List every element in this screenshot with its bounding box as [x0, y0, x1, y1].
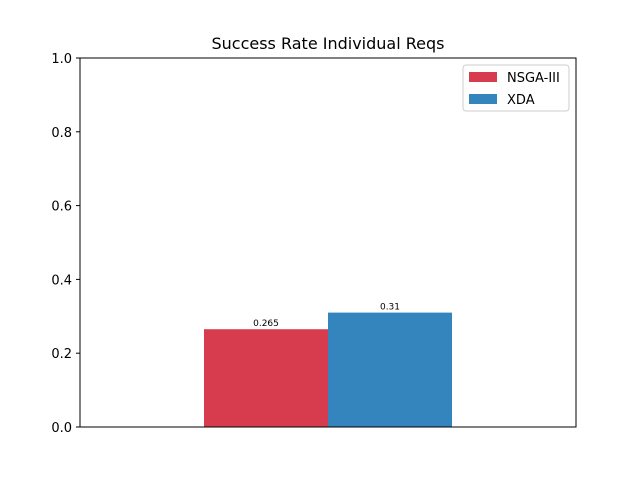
data-label-group: 0.265 0.31 [253, 303, 400, 330]
y-axis: 0.0 0.2 0.4 0.6 0.8 1.0 [51, 52, 80, 436]
legend-label: XDA [507, 93, 535, 108]
legend-label: NSGA-III [507, 71, 560, 86]
y-tick-label: 0.0 [51, 421, 72, 436]
y-tick-label: 1.0 [51, 52, 72, 67]
bar-series-group [204, 312, 452, 427]
y-tick-label: 0.8 [51, 126, 72, 141]
y-tick-label: 0.2 [51, 347, 72, 362]
bar-xda [328, 312, 452, 427]
chart-title: Success Rate Individual Reqs [211, 34, 444, 53]
plot-frame [79, 57, 577, 428]
legend-swatch [469, 72, 497, 82]
bar-value-label: 0.265 [253, 319, 279, 329]
legend: NSGA-III XDA [462, 64, 570, 112]
legend-swatch [469, 94, 497, 104]
y-tick-label: 0.6 [51, 200, 72, 215]
bar-value-label: 0.31 [380, 303, 400, 313]
y-tick-label: 0.4 [51, 273, 72, 288]
bar-nsga-iii [204, 329, 328, 427]
